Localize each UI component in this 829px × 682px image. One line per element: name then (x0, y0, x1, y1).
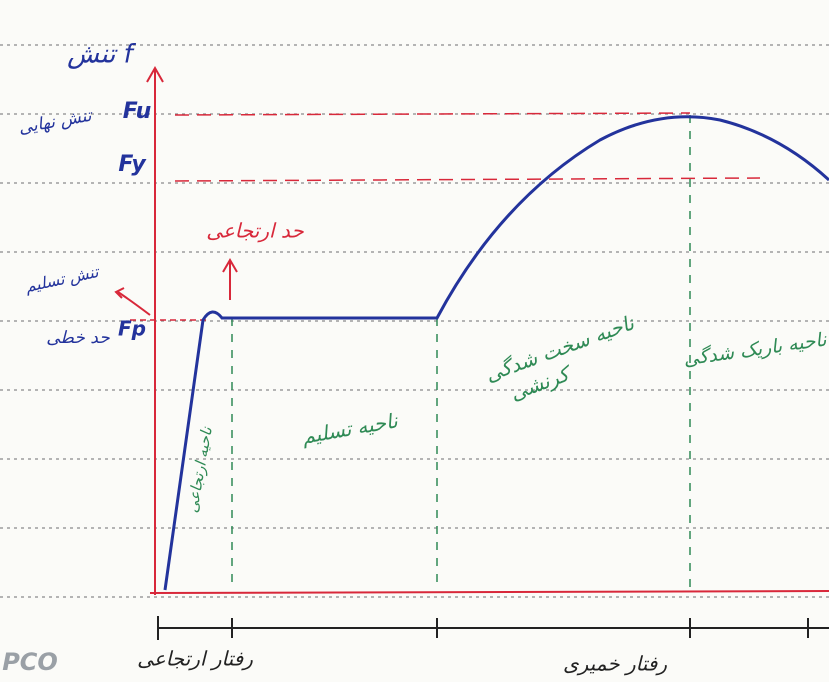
behavior-elastic: رفتار ارتجاعی (137, 647, 253, 671)
region-necking: ناحیه باریک شدگی (682, 327, 829, 370)
watermark: PCO (2, 648, 58, 676)
fu-label: Fu (123, 99, 152, 124)
fp-label: Fp (118, 317, 146, 341)
axis-label: تنش f (67, 40, 136, 70)
region-dividers (232, 115, 690, 590)
fu-text: تنش نهایی (17, 105, 95, 138)
region-elastic: ناحیه ارتجاعی (183, 425, 216, 514)
region-yield: ناحیه تسلیم (300, 408, 401, 449)
elastic-limit: حد ارتجاعی (206, 219, 304, 243)
fp-text: حد خطی (46, 328, 110, 348)
fy-text: تنش تسلیم (23, 262, 101, 296)
fy-label: Fy (118, 152, 147, 177)
behavior-bracket (158, 616, 829, 640)
diagram: تنش f Fu تنش نهایی Fy تنش تسلیم Fp حد خط… (0, 0, 829, 682)
axes (116, 68, 829, 595)
behavior-plastic: رفتار خمیری (563, 652, 667, 676)
